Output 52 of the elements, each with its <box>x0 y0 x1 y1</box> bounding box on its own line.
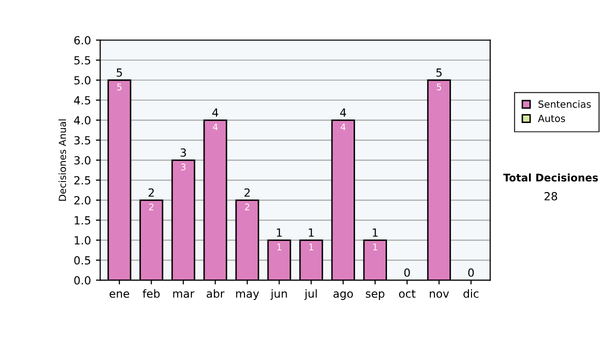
x-tick-label: may <box>236 291 260 300</box>
y-tick-label: 4.0 <box>74 116 90 125</box>
y-axis-title: Decisiones Anual <box>58 119 66 201</box>
y-tick-label: 6.0 <box>74 36 90 44</box>
y-tick-label: 0.5 <box>74 256 90 265</box>
y-tick-label: 0.0 <box>74 276 90 285</box>
data-label: 4 <box>340 124 346 130</box>
total-label: 2 <box>148 188 154 197</box>
data-label: 2 <box>245 204 250 210</box>
y-tick-label: 2.5 <box>74 176 90 185</box>
data-label: 1 <box>373 244 378 250</box>
x-tick-label: abr <box>206 289 224 298</box>
x-tick-label: jul <box>304 289 317 300</box>
y-tick-label: 4.5 <box>74 96 90 105</box>
total-label: 4 <box>212 108 218 117</box>
x-tick-label: nov <box>430 291 449 298</box>
y-tick-label: 3.5 <box>74 136 90 145</box>
data-label: 5 <box>436 84 442 90</box>
total-label: 5 <box>116 68 122 77</box>
x-tick-label: dic <box>464 289 478 298</box>
total-label: 2 <box>244 188 250 197</box>
y-tick-label: 1.5 <box>74 216 90 225</box>
data-label: 2 <box>149 204 154 210</box>
total-label: 0 <box>404 268 410 277</box>
y-tick-label: 2.0 <box>74 196 90 205</box>
x-tick-label: mar <box>173 291 194 298</box>
x-tick-label: feb <box>142 289 160 298</box>
x-tick-label: oct <box>399 290 416 298</box>
data-label: 5 <box>117 84 122 90</box>
total-label: 1 <box>276 228 282 237</box>
x-tick-label: jun <box>270 289 287 300</box>
text: Total Decisiones <box>503 173 598 182</box>
total-label: 0 <box>468 268 474 277</box>
legend-label: Sentencias <box>538 100 591 108</box>
total-label: 1 <box>308 228 314 237</box>
y-tick-label: 5.0 <box>74 76 90 85</box>
total-label: 5 <box>436 68 442 77</box>
x-tick-label: sep <box>366 291 384 300</box>
total-label: 1 <box>372 228 378 237</box>
legend-label: Autos <box>538 114 566 122</box>
data-label: 3 <box>181 164 186 170</box>
total-label: 3 <box>180 148 186 157</box>
text: 28 <box>544 192 558 200</box>
total-label: 4 <box>340 108 346 117</box>
data-label: 1 <box>309 244 314 250</box>
data-label: 1 <box>277 244 282 250</box>
y-tick-label: 3.0 <box>74 156 90 165</box>
x-tick-label: ene <box>110 291 130 298</box>
y-tick-label: 1.0 <box>74 236 90 245</box>
y-tick-label: 5.5 <box>74 56 90 65</box>
x-tick-label: ago <box>333 291 353 300</box>
data-label: 4 <box>212 124 218 130</box>
